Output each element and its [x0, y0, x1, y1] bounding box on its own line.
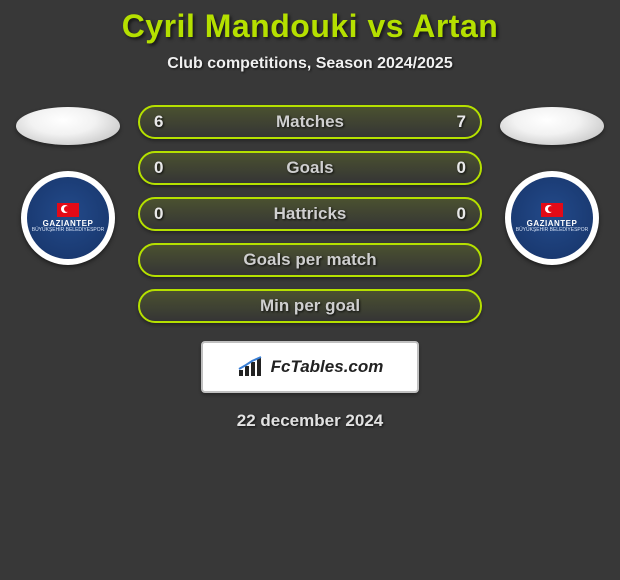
stat-right-value: 7 — [442, 112, 466, 132]
stat-right-value: 0 — [442, 204, 466, 224]
stat-row: 0 Goals 0 — [138, 151, 482, 185]
right-club-badge-inner: GAZIANTEP BÜYÜKŞEHİR BELEDİYESPOR — [511, 177, 593, 259]
stat-left-value: 6 — [154, 112, 178, 132]
stat-row: 6 Matches 7 — [138, 105, 482, 139]
right-player-col: GAZIANTEP BÜYÜKŞEHİR BELEDİYESPOR — [500, 105, 604, 265]
left-club-badge-inner: GAZIANTEP BÜYÜKŞEHİR BELEDİYESPOR — [27, 177, 109, 259]
stat-left-value: 0 — [154, 204, 178, 224]
right-club-sub: BÜYÜKŞEHİR BELEDİYESPOR — [516, 228, 589, 234]
page-title: Cyril Mandouki vs Artan — [0, 8, 620, 45]
stats-column: 6 Matches 7 0 Goals 0 0 Hattricks 0 Goals per mat… — [138, 105, 482, 323]
stat-label: Min per goal — [260, 296, 360, 316]
left-club-badge: GAZIANTEP BÜYÜKŞEHİR BELEDİYESPOR — [21, 171, 115, 265]
right-club-badge: GAZIANTEP BÜYÜKŞEHİR BELEDİYESPOR — [505, 171, 599, 265]
stat-row: 0 Hattricks 0 — [138, 197, 482, 231]
left-club-sub: BÜYÜKŞEHİR BELEDİYESPOR — [32, 228, 105, 234]
subtitle: Club competitions, Season 2024/2025 — [0, 55, 620, 73]
left-player-avatar — [16, 107, 120, 145]
stat-label: Matches — [276, 112, 344, 132]
brand-box[interactable]: FcTables.com — [201, 341, 419, 393]
stat-label: Hattricks — [274, 204, 347, 224]
stat-right-value: 0 — [442, 158, 466, 178]
right-player-avatar — [500, 107, 604, 145]
comparison-widget: Cyril Mandouki vs Artan Club competition… — [0, 0, 620, 431]
date-label: 22 december 2024 — [0, 411, 620, 431]
brand-label: FcTables.com — [271, 357, 384, 377]
turkey-flag-icon — [541, 203, 563, 217]
left-player-col: GAZIANTEP BÜYÜKŞEHİR BELEDİYESPOR — [16, 105, 120, 265]
bar-chart-icon — [237, 356, 265, 378]
stat-left-value: 0 — [154, 158, 178, 178]
stat-row: Min per goal — [138, 289, 482, 323]
stat-label: Goals — [286, 158, 333, 178]
turkey-flag-icon — [57, 203, 79, 217]
stat-row: Goals per match — [138, 243, 482, 277]
stat-label: Goals per match — [243, 250, 376, 270]
main-row: GAZIANTEP BÜYÜKŞEHİR BELEDİYESPOR 6 Match… — [0, 105, 620, 323]
